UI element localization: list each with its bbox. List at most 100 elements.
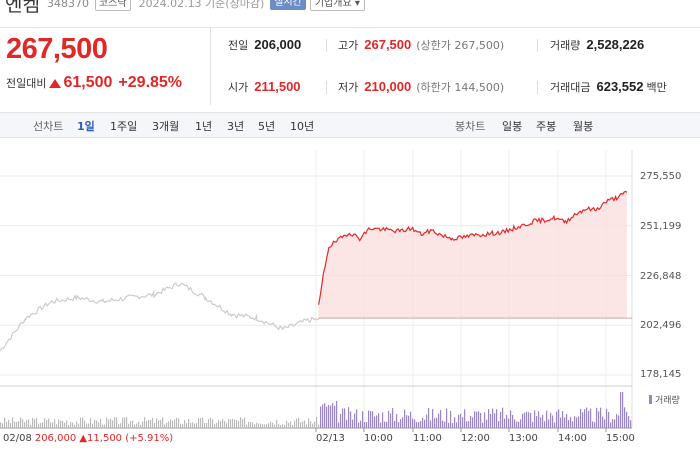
volume-bar <box>180 423 182 428</box>
volume-bar <box>114 417 116 428</box>
tab-1-year[interactable]: 1년 <box>195 120 213 133</box>
volume-bar <box>314 421 316 428</box>
volume-bar <box>360 420 362 428</box>
volume-bar <box>270 421 272 428</box>
volume-bar <box>472 417 474 428</box>
volume-bar <box>226 423 228 428</box>
volume-bar <box>12 417 14 428</box>
volume-bar <box>422 417 424 428</box>
volume-bar <box>534 410 536 428</box>
volume-bar <box>382 412 384 428</box>
volume-bar <box>584 409 586 428</box>
tab-10-years[interactable]: 10년 <box>290 120 315 133</box>
volume-bar <box>98 422 100 428</box>
volume-bar <box>432 408 434 428</box>
volume-bar <box>340 413 342 428</box>
volume-bar <box>190 422 192 428</box>
volume-bar <box>88 423 90 428</box>
tab-weekly-candle[interactable]: 주봉 <box>536 120 557 133</box>
volume-legend-label: 거래량 <box>655 396 680 406</box>
volume-bar <box>294 420 296 428</box>
volume-bar <box>628 416 630 428</box>
volume-bar <box>316 417 318 428</box>
volume-bar <box>606 408 608 428</box>
volume-bar <box>242 419 244 428</box>
volume-bar <box>370 411 372 428</box>
volume-bar <box>342 408 344 428</box>
volume-bar <box>268 423 270 428</box>
tab-3-years[interactable]: 3년 <box>227 120 245 133</box>
tab-monthly-candle[interactable]: 월봉 <box>573 120 594 133</box>
volume-bar <box>126 417 128 428</box>
volume-bar <box>374 416 376 428</box>
volume-bar <box>240 417 242 428</box>
volume-bar <box>526 411 528 428</box>
volume-bar <box>42 422 44 428</box>
volume-bar <box>426 414 428 428</box>
volume-bar <box>206 423 208 428</box>
stock-name: 엔켐 <box>5 0 40 16</box>
volume-bar <box>514 419 516 428</box>
stat-value: 211,500 <box>254 79 301 94</box>
market-badge: 코스닥 <box>94 0 131 11</box>
change-percent: +29.85% <box>118 74 183 91</box>
company-info-dropdown[interactable]: 기업개요 ▾ <box>309 0 365 11</box>
volume-bar <box>412 418 414 428</box>
volume-bar <box>84 420 86 428</box>
x-tick-label: 10:00 <box>364 433 393 444</box>
tab-1-week[interactable]: 1주일 <box>110 120 138 133</box>
tab-daily-candle[interactable]: 일봉 <box>502 120 523 133</box>
volume-bar <box>330 405 332 428</box>
stat-value: 2,528,226 <box>586 37 645 52</box>
volume-bar <box>214 423 216 428</box>
volume-bar <box>608 411 610 428</box>
x-tick-label: 02/08 <box>3 433 32 444</box>
volume-bar <box>162 417 164 428</box>
volume-bar <box>592 421 594 428</box>
volume-bar <box>130 421 132 428</box>
volume-bar <box>460 413 462 428</box>
volume-bar <box>508 418 510 428</box>
stat-prev-close: 전일 206,000 <box>228 37 301 53</box>
tab-3-months[interactable]: 3개월 <box>152 120 180 133</box>
volume-bar <box>390 413 392 428</box>
volume-bar <box>312 423 314 428</box>
volume-bar <box>228 419 230 428</box>
divider <box>537 39 538 52</box>
volume-bar <box>2 423 4 428</box>
volume-bar <box>188 419 190 428</box>
volume-bar <box>424 419 426 428</box>
tab-1-day[interactable]: 1일 <box>77 120 95 133</box>
volume-bar <box>454 417 456 428</box>
volume-bar <box>118 424 120 428</box>
volume-bar <box>598 411 600 428</box>
volume-bar <box>552 415 554 428</box>
volume-bar <box>378 413 380 428</box>
volume-bar <box>622 392 624 428</box>
volume-bar <box>194 423 196 428</box>
volume-bar <box>276 420 278 428</box>
volume-bar <box>192 422 194 428</box>
volume-bar <box>540 417 542 428</box>
volume-bar <box>308 418 310 428</box>
volume-bar <box>24 422 26 428</box>
volume-bar <box>332 403 334 428</box>
upper-limit-value: (상한가 267,500) <box>416 39 505 52</box>
volume-bar <box>564 417 566 428</box>
volume-bar <box>400 419 402 428</box>
volume-bar <box>184 420 186 428</box>
volume-bar <box>290 421 292 428</box>
realtime-button[interactable]: 실시간 <box>270 0 306 10</box>
volume-bar <box>138 421 140 428</box>
today-price-line <box>318 190 628 305</box>
stat-label: 고가 <box>338 39 359 52</box>
volume-bar <box>280 424 282 428</box>
volume-bar <box>572 421 574 428</box>
tab-5-years[interactable]: 5년 <box>258 120 276 133</box>
volume-bar <box>532 421 534 428</box>
volume-bar <box>386 421 388 428</box>
price-change: 전일대비 61,500 +29.85% <box>6 74 182 92</box>
volume-bar <box>182 424 184 428</box>
price-chart[interactable] <box>0 140 700 450</box>
volume-bar <box>234 419 236 428</box>
